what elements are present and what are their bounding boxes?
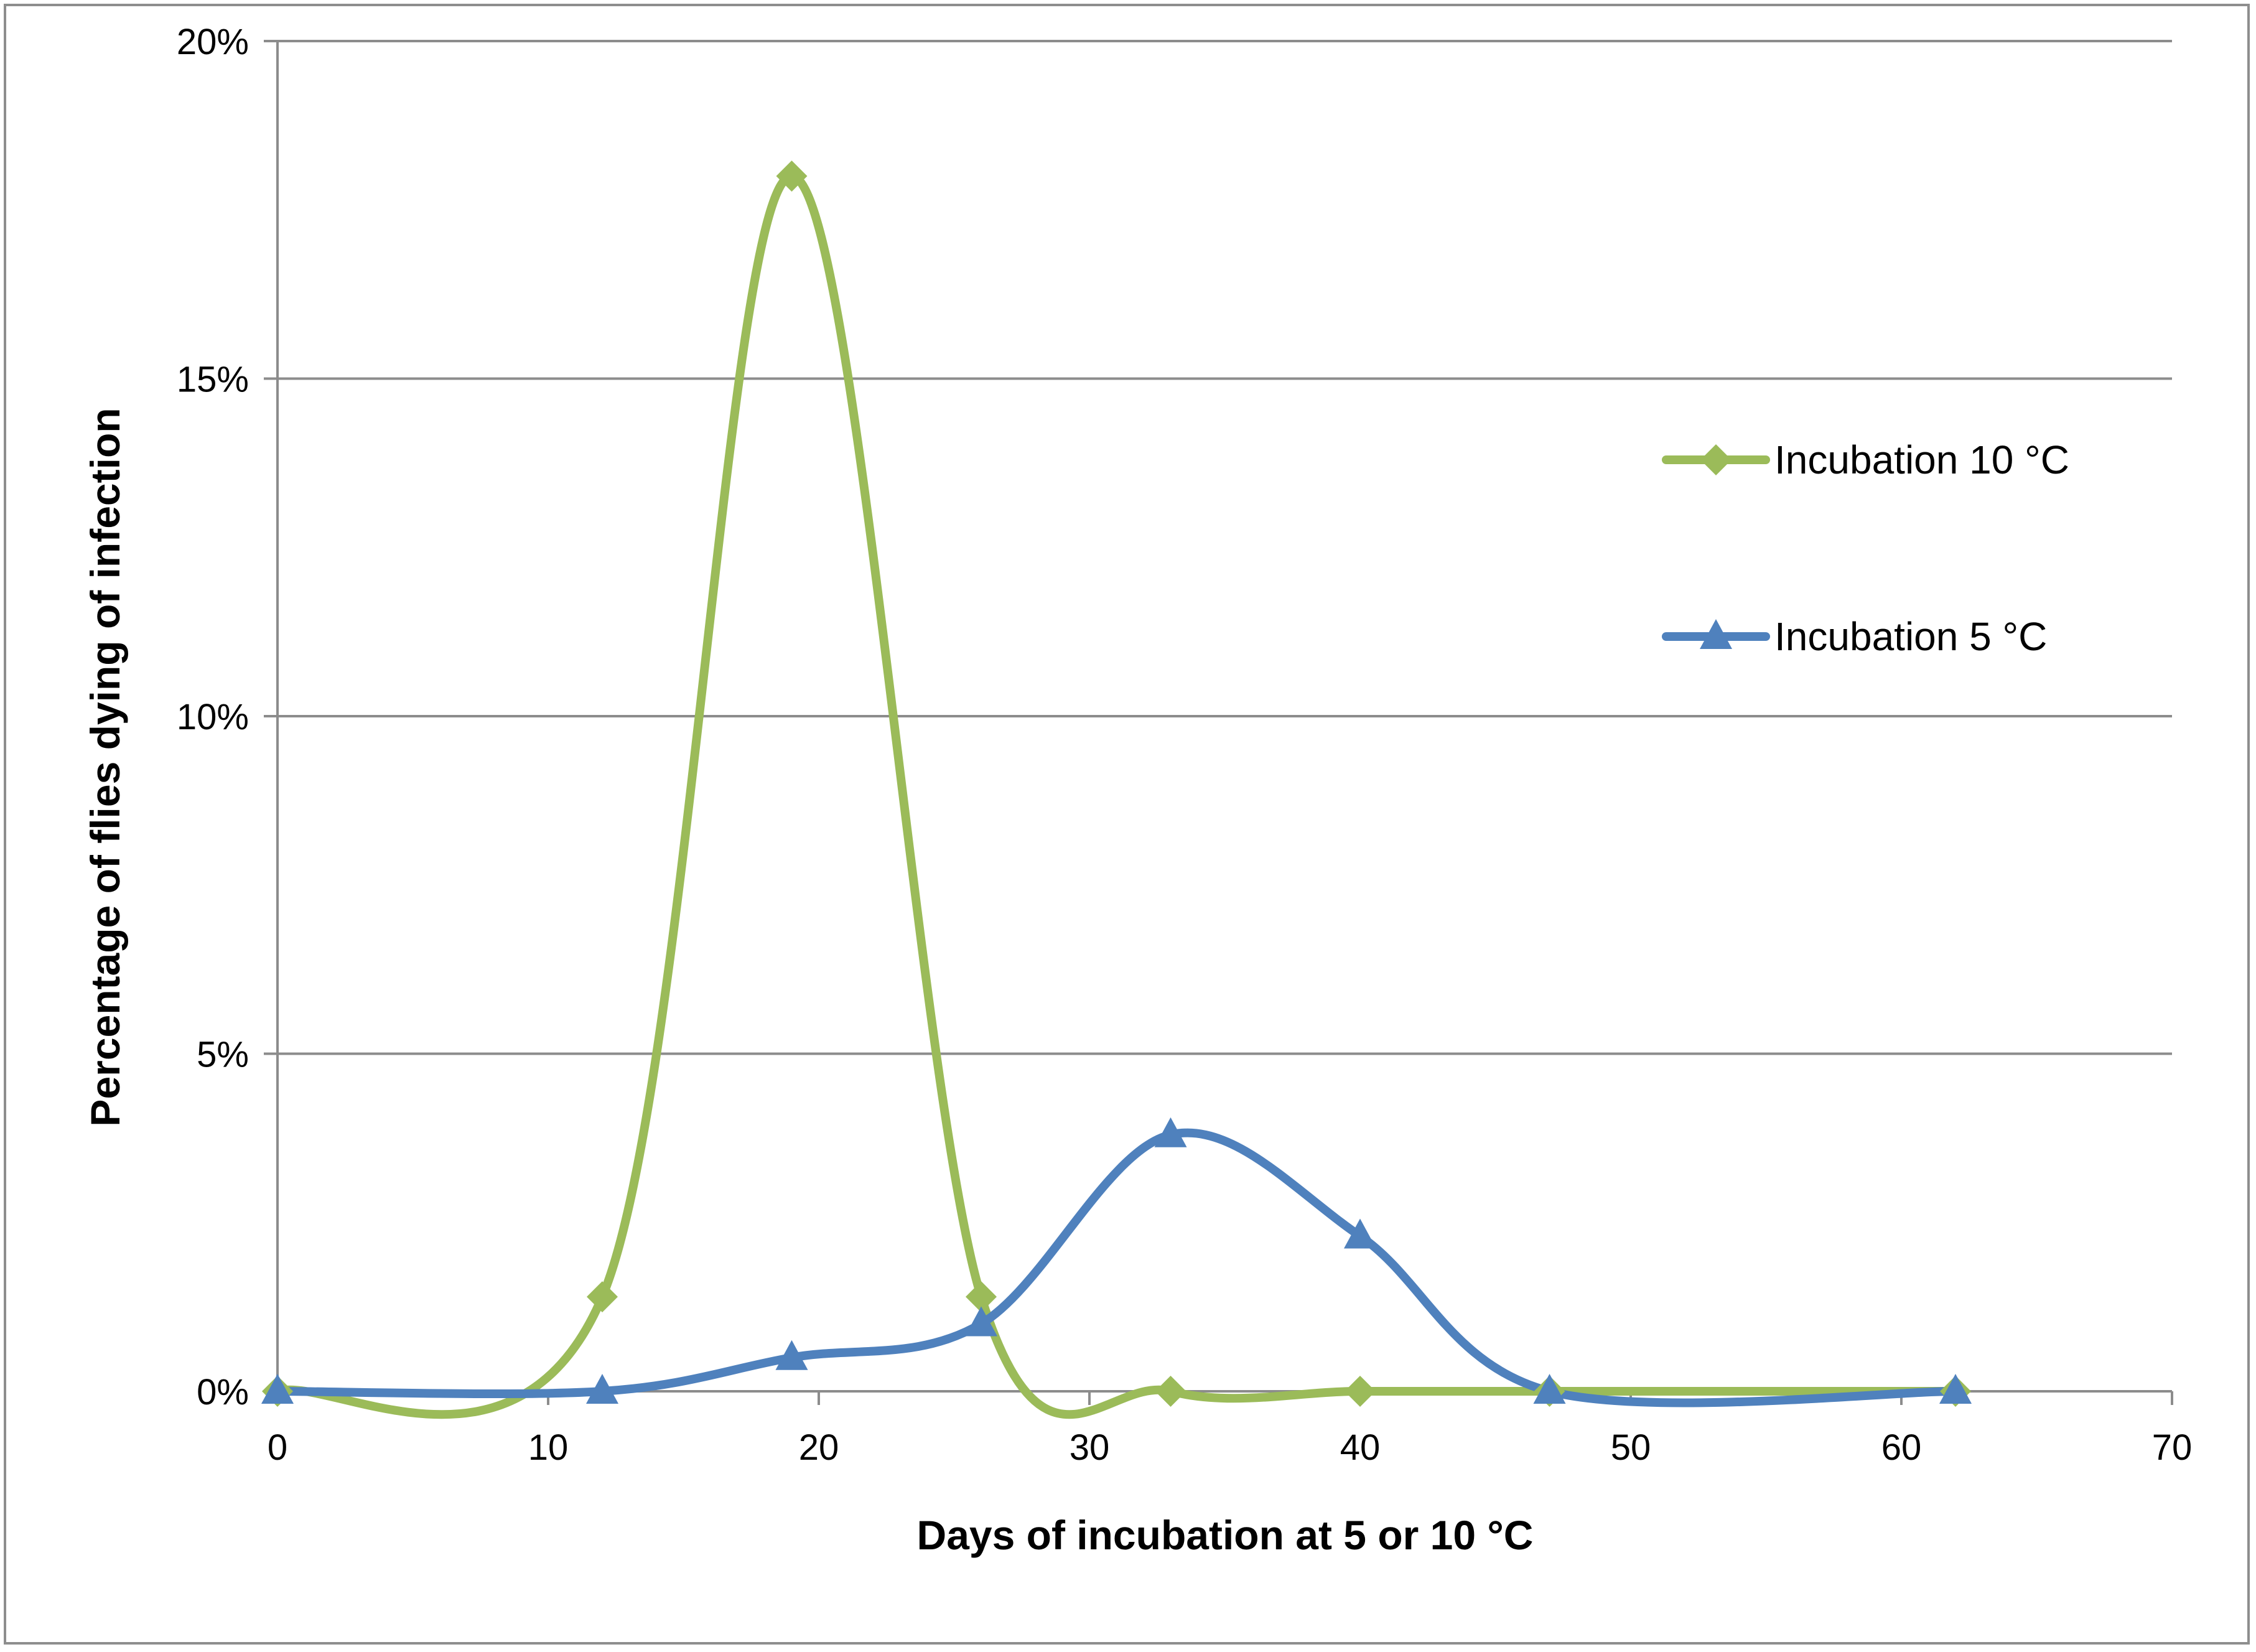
x-tick-label: 30: [1070, 1427, 1110, 1468]
data-point-triangle: [775, 1340, 808, 1370]
data-point-triangle: [261, 1374, 294, 1404]
legend: Incubation 10 °C Incubation 5 °C: [1662, 437, 2069, 659]
data-point-triangle: [965, 1306, 997, 1337]
axes: [264, 40, 2173, 1405]
data-point-triangle: [1344, 1218, 1376, 1249]
y-tick-label: 0%: [197, 1372, 249, 1412]
y-tick-labels: 0% 5% 10% 15% 20%: [177, 22, 249, 1412]
data-point-diamond: [587, 1281, 618, 1313]
legend-label-incubation-10: Incubation 10 °C: [1774, 437, 2069, 482]
data-point-triangle: [586, 1374, 618, 1404]
x-axis-title: Days of incubation at 5 or 10 °C: [917, 1512, 1534, 1558]
legend-item-incubation-10: Incubation 10 °C: [1662, 437, 2069, 482]
y-tick-label: 15%: [177, 360, 249, 400]
data-point-triangle: [1533, 1374, 1566, 1404]
x-tick-label: 20: [799, 1427, 839, 1468]
y-tick-label: 20%: [177, 22, 249, 62]
x-tick-label: 40: [1340, 1427, 1381, 1468]
legend-marker-diamond: [1700, 444, 1732, 475]
data-point-diamond: [776, 161, 808, 192]
legend-label-incubation-5: Incubation 5 °C: [1774, 614, 2047, 659]
series-line: [273, 1128, 1960, 1407]
y-tick-label: 5%: [197, 1035, 249, 1075]
x-tick-label: 70: [2152, 1427, 2193, 1468]
x-tick-label: 0: [268, 1427, 287, 1468]
y-tick-label: 10%: [177, 697, 249, 737]
series-lines: [273, 172, 1960, 1419]
x-tick-label: 10: [528, 1427, 569, 1468]
legend-marker-triangle: [1700, 619, 1732, 649]
data-point-diamond: [1345, 1376, 1376, 1407]
x-tick-label: 60: [1881, 1427, 1922, 1468]
chart-frame: [4, 4, 2250, 1645]
data-point-diamond: [1155, 1376, 1186, 1407]
x-tick-label: 50: [1611, 1427, 1651, 1468]
series-markers: [261, 161, 1972, 1407]
legend-item-incubation-5: Incubation 5 °C: [1662, 614, 2047, 659]
gridlines: [277, 40, 2172, 1055]
x-tick-labels: 0 10 20 30 40 50 60 70: [268, 1427, 2192, 1468]
data-point-triangle: [1154, 1117, 1187, 1147]
y-axis-title: Percentage of flies dying of infection: [82, 408, 128, 1126]
data-point-triangle: [1939, 1374, 1972, 1404]
data-point-diamond: [966, 1281, 997, 1313]
series-line: [273, 172, 1960, 1419]
